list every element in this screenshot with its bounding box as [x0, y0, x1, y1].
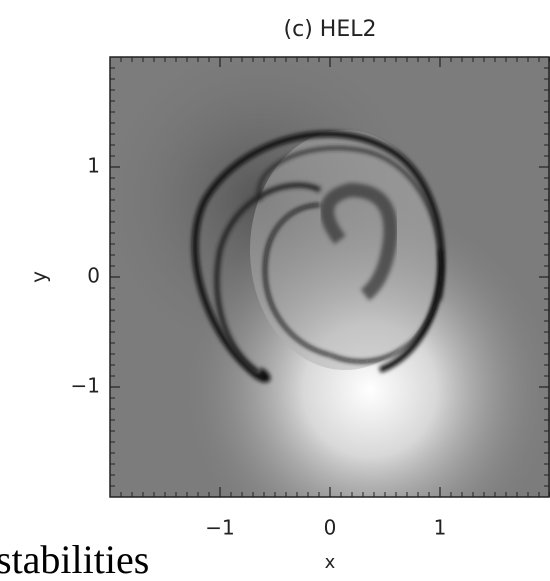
x-axis-label: x — [325, 552, 336, 573]
x-tick-label: 0 — [324, 516, 337, 540]
y-axis-label: y — [27, 271, 51, 283]
y-tick-label: −1 — [71, 374, 100, 398]
y-tick-label: 1 — [87, 154, 100, 178]
body-text: stabilities — [0, 537, 149, 581]
field-image — [110, 57, 550, 497]
chart-title: (c) HEL2 — [284, 17, 377, 42]
x-tick-label: −1 — [205, 516, 234, 540]
x-tick-label: 1 — [434, 516, 447, 540]
y-tick-label: 0 — [87, 264, 100, 288]
